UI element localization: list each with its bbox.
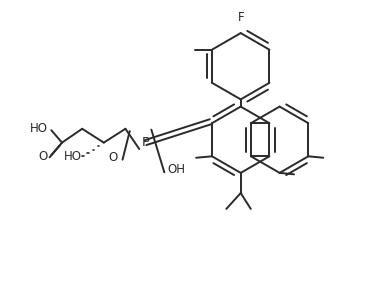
Text: HO: HO	[30, 122, 48, 135]
Text: O: O	[108, 150, 117, 164]
Text: OH: OH	[167, 164, 185, 177]
Text: F: F	[237, 11, 244, 24]
Text: HO: HO	[63, 150, 82, 163]
Text: O: O	[38, 150, 48, 163]
Text: P: P	[142, 136, 149, 149]
